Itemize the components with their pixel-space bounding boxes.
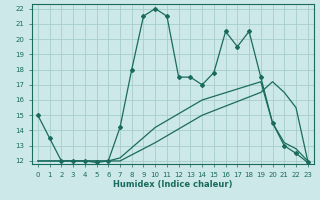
X-axis label: Humidex (Indice chaleur): Humidex (Indice chaleur) <box>113 180 233 189</box>
